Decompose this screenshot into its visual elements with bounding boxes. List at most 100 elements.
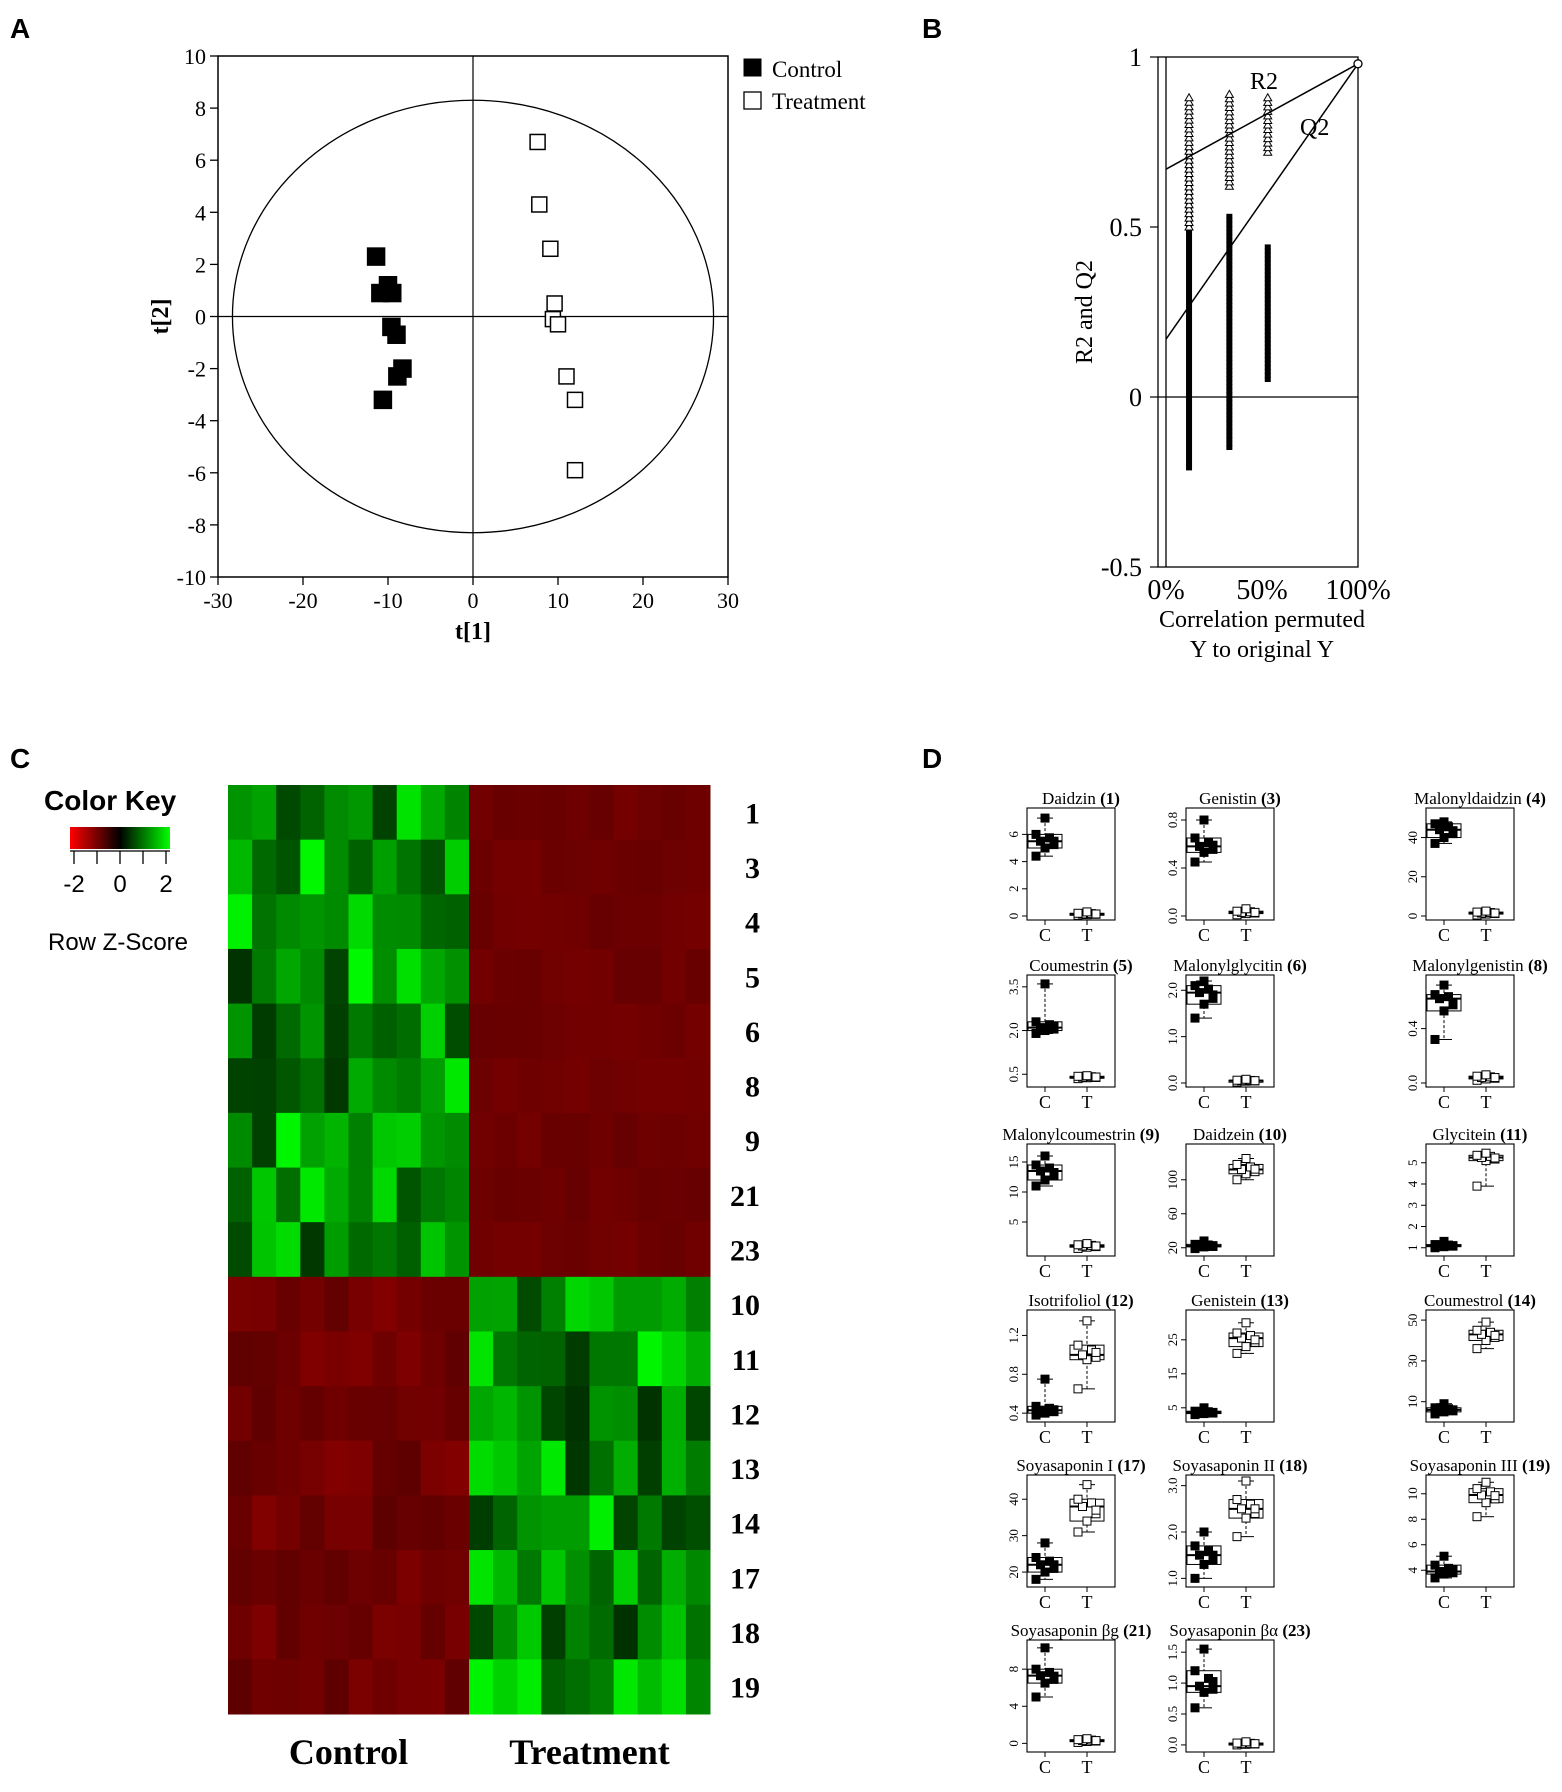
boxplot-frame bbox=[1026, 807, 1116, 921]
boxplot-title: Malonylcoumestrin (9) bbox=[1002, 1125, 1159, 1144]
heatmap-cell bbox=[469, 948, 494, 1005]
treatment-point bbox=[1241, 1154, 1251, 1163]
control-point bbox=[1049, 1671, 1059, 1681]
r2-permutation-point bbox=[1224, 93, 1235, 103]
q2-permutation-point bbox=[1226, 217, 1233, 223]
heatmap-cell bbox=[372, 1167, 398, 1223]
control-point bbox=[373, 390, 393, 410]
heatmap-cell bbox=[685, 948, 711, 1005]
heatmap-cell bbox=[420, 1167, 446, 1223]
treatment-point bbox=[1073, 1071, 1083, 1081]
r2-permutation-point bbox=[1184, 141, 1194, 151]
y-tick-label: 6 bbox=[1006, 831, 1021, 838]
q2-permutation-point bbox=[1186, 364, 1193, 370]
heatmap-cell bbox=[228, 1440, 253, 1496]
r2-permutation-point bbox=[1224, 133, 1235, 142]
heatmap-cell bbox=[252, 1550, 277, 1606]
q2-permutation-point bbox=[1186, 307, 1193, 313]
q2-permutation-point bbox=[1226, 238, 1233, 244]
compound-number: (12) bbox=[1105, 1291, 1133, 1310]
compound-number: (11) bbox=[1500, 1125, 1527, 1144]
heatmap-cell bbox=[300, 1331, 325, 1387]
control-point bbox=[1190, 1703, 1200, 1713]
treatment-point bbox=[1073, 1735, 1083, 1745]
control-point bbox=[1031, 1181, 1041, 1191]
heatmap-cell bbox=[589, 948, 615, 1005]
control-point bbox=[1199, 1236, 1209, 1246]
heatmap-cell bbox=[637, 1495, 663, 1551]
heatmap-cell bbox=[252, 1604, 277, 1660]
r2-permutation-point bbox=[1262, 97, 1273, 106]
x-tick-label: T bbox=[1481, 1592, 1492, 1612]
y-tick-label: 20 bbox=[1165, 1241, 1180, 1254]
q2-permutation-point bbox=[1226, 213, 1233, 219]
heatmap-cell bbox=[276, 1222, 301, 1278]
compound-name: Soyasaponin βα bbox=[1169, 1621, 1282, 1640]
heatmap-cell bbox=[565, 894, 590, 950]
heatmap-cell bbox=[565, 948, 590, 1005]
control-point bbox=[1190, 1573, 1200, 1583]
treatment-point bbox=[1241, 904, 1251, 914]
x-tick-label: T bbox=[1241, 925, 1252, 945]
boxplot-frame bbox=[1185, 974, 1275, 1088]
heatmap-cell bbox=[276, 894, 301, 950]
heatmap-cell bbox=[252, 1659, 277, 1715]
x-tick-label: C bbox=[1198, 1427, 1210, 1447]
control-point bbox=[1031, 851, 1041, 861]
compound-name: Genistein bbox=[1191, 1291, 1260, 1310]
heatmap-cell bbox=[276, 948, 301, 1005]
heatmap-cell bbox=[589, 1222, 615, 1278]
compound-number: (6) bbox=[1287, 956, 1307, 975]
y-tick-label: 50 bbox=[1405, 1314, 1420, 1327]
panel-label-a: A bbox=[10, 13, 30, 44]
control-point bbox=[1208, 990, 1218, 1000]
heatmap-cell bbox=[565, 1276, 590, 1332]
panel-label-b: B bbox=[922, 13, 942, 44]
q2-permutation-point bbox=[1226, 319, 1233, 325]
y-tick-label: 30 bbox=[1006, 1529, 1021, 1542]
q2-permutation-point bbox=[1226, 298, 1233, 304]
heatmap-cell bbox=[444, 1112, 470, 1169]
boxplot-title: Isotrifoliol (12) bbox=[1028, 1291, 1133, 1310]
heatmap-cell bbox=[420, 1222, 446, 1278]
x-tick-label: C bbox=[1039, 1427, 1051, 1447]
heatmap-cell bbox=[469, 1550, 494, 1606]
q2-permutation-point bbox=[1264, 320, 1271, 326]
control-point bbox=[1190, 1239, 1200, 1249]
heatmap-cell bbox=[637, 1276, 663, 1332]
compound-number: (1) bbox=[1100, 789, 1120, 808]
treatment-point bbox=[1241, 1737, 1251, 1747]
y-tick-label: 4 bbox=[1405, 1567, 1420, 1574]
panel-label-d: D bbox=[922, 743, 942, 774]
control-point bbox=[1190, 981, 1200, 991]
heatmap-cell bbox=[541, 1276, 566, 1332]
heatmap-cell bbox=[276, 839, 301, 895]
boxplot-title: Malonylgenistin (8) bbox=[1412, 956, 1548, 975]
x-tick-label: T bbox=[1241, 1757, 1252, 1777]
heatmap-cell bbox=[661, 1058, 687, 1114]
x-tick-label: C bbox=[1438, 1092, 1450, 1112]
compound-number: (4) bbox=[1526, 789, 1546, 808]
heatmap-cell bbox=[517, 1222, 542, 1278]
x-tick-label: T bbox=[1481, 925, 1492, 945]
heatmap-cell bbox=[637, 785, 663, 841]
heatmap-cell bbox=[637, 1386, 663, 1442]
heatmap-cell bbox=[444, 1604, 470, 1660]
boxplot-title: Coumestrol (14) bbox=[1424, 1291, 1536, 1310]
heatmap-cell bbox=[637, 1167, 663, 1223]
r2-permutation-point bbox=[1184, 177, 1194, 186]
heatmap-cell bbox=[324, 1386, 349, 1442]
boxplot-frame bbox=[1026, 1474, 1116, 1588]
q2-permutation-point bbox=[1226, 294, 1233, 300]
heatmap-cell bbox=[613, 1550, 639, 1606]
control-point bbox=[1040, 1175, 1050, 1185]
x-tick-label: C bbox=[1198, 1261, 1210, 1281]
boxplot-6: Malonylgenistin (8) 0.0 0.4 C T bbox=[1405, 956, 1548, 1112]
boxplot-9: Glycitein (11) 1 2 3 4 5 C T bbox=[1405, 1125, 1527, 1281]
q2-permutation-point bbox=[1226, 262, 1233, 268]
boxplot-16: Soyasaponin βg (21) 0 4 8 C T bbox=[1006, 1621, 1151, 1777]
r2-permutation-point bbox=[1184, 199, 1194, 209]
r2-permutation-point bbox=[1224, 119, 1235, 129]
heatmap-cell bbox=[228, 1550, 253, 1606]
q2-permutation-point bbox=[1226, 266, 1233, 272]
